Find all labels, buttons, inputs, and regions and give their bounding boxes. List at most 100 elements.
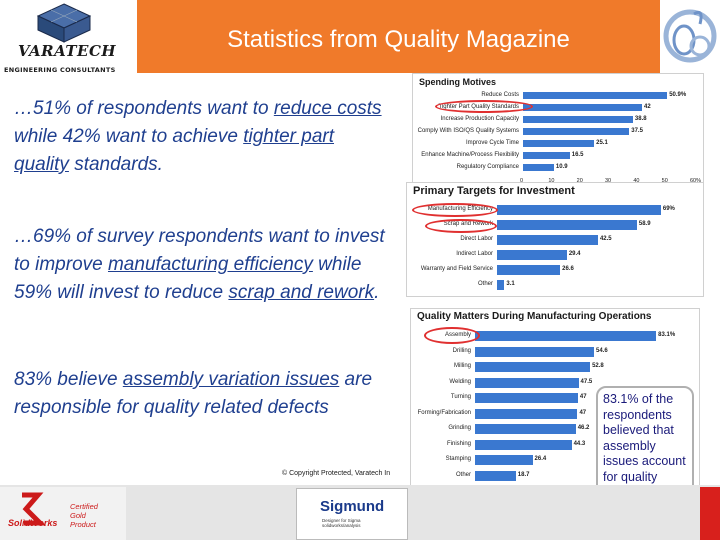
category-label: Drilling (452, 347, 471, 354)
category-label: Increase Production Capacity (440, 115, 519, 122)
highlight-ellipse (412, 203, 498, 217)
data-bar (475, 408, 578, 419)
highlight-ellipse (435, 100, 533, 113)
data-bar (497, 280, 505, 290)
category-label: Forming/Fabrication (417, 409, 471, 416)
chart-investment-targets: Primary Targets for Investment Manufactur… (406, 182, 704, 297)
value-label: 50.9% (669, 91, 687, 98)
axis-tick-label: 0 (520, 178, 524, 184)
value-label: 25.1 (596, 139, 608, 146)
solidworks-certification: Certified Gold Product (70, 502, 98, 529)
data-bar (475, 346, 595, 357)
axis-tick-label: 20 (576, 178, 583, 184)
category-label: Improve Cycle Time (465, 139, 519, 146)
chart-title: Spending Motives (419, 77, 497, 87)
category-label: Milling (453, 363, 471, 369)
data-bar (523, 92, 668, 99)
solidworks-badge (0, 487, 126, 540)
value-label: 26.4 (534, 456, 547, 462)
highlight-ellipse (425, 219, 497, 233)
chart-title: Quality Matters During Manufacturing Ope… (417, 311, 652, 322)
category-label: Stamping (445, 456, 471, 462)
value-label: 54.6 (596, 347, 608, 354)
value-label: 44.3 (573, 440, 586, 447)
red-accent (700, 487, 720, 540)
value-label: 46.2 (577, 425, 590, 431)
cert-line: Product (70, 520, 96, 529)
text-segment: are responsible for quality related defe… (14, 369, 373, 418)
category-label: Finishing (446, 440, 471, 447)
data-bar (497, 265, 561, 275)
underlined-text: tighter part quality (14, 126, 335, 175)
value-label: 42 (644, 103, 651, 110)
data-bar (497, 220, 637, 230)
value-label: 26.6 (562, 266, 574, 272)
axis-tick-label: 10 (548, 178, 555, 184)
category-label: Other (455, 471, 471, 478)
text-segment: 83% believe (14, 369, 123, 390)
data-bar (475, 331, 657, 341)
data-bar (475, 424, 576, 434)
category-label: Enhance Machine/Process Flexibility (421, 151, 519, 158)
data-bar (523, 104, 642, 111)
paragraph-cost-quality: …51% of respondents want to reduce costs… (14, 95, 394, 179)
highlight-ellipse (424, 327, 480, 344)
category-label: Comply With ISO/QS Quality Systems (417, 127, 519, 134)
chart-title: Primary Targets for Investment (413, 185, 575, 197)
value-label: 52.8 (592, 363, 604, 369)
cert-line: Certified (70, 502, 98, 511)
data-bar (523, 116, 633, 123)
data-bar (497, 250, 567, 260)
paragraph-assembly: 83% believe assembly variation issues ar… (14, 366, 384, 422)
axis-tick-label: 30 (605, 178, 612, 184)
slide-header: VARATECH ENGINEERING CONSULTANTS Statist… (0, 0, 720, 78)
data-bar (497, 235, 598, 245)
logo-company-name: VARATECH (18, 42, 117, 60)
six-sigma-icon (663, 9, 717, 63)
data-bar (497, 205, 661, 215)
axis-tick-label: 40 (633, 178, 640, 184)
varatech-logo: VARATECH ENGINEERING CONSULTANTS (0, 0, 137, 78)
cert-line: Gold (70, 511, 86, 520)
category-label: Reduce Costs (481, 91, 519, 98)
value-label: 42.5 (599, 236, 612, 242)
underlined-text: scrap and rework (228, 282, 375, 303)
value-label: 18.7 (517, 471, 530, 478)
value-label: 47 (579, 409, 587, 416)
paragraph-investment: …69% of survey respondents want to inves… (14, 223, 399, 307)
logo-tagline: ENGINEERING CONSULTANTS (4, 66, 116, 74)
underlined-text: assembly variation issues (122, 369, 340, 390)
data-bar (475, 393, 578, 403)
sigmund-tagline: Designer for Sigma solidworks/analysis (322, 518, 361, 528)
text-segment: while 59% will invest to reduce (14, 254, 362, 303)
text-segment: …69% of survey respondents want to inves… (14, 226, 385, 275)
value-label: 3.1 (506, 281, 515, 287)
six-sigma-logo (660, 0, 720, 75)
text-segment: standards. (68, 154, 163, 175)
axis-tick-label: 50 (661, 178, 668, 184)
data-bar (475, 362, 591, 372)
data-bar (475, 377, 579, 388)
value-label: 47 (579, 394, 587, 400)
data-bar (523, 140, 595, 147)
text-segment: …51% of respondents want to (14, 98, 274, 119)
category-label: Indirect Labor (456, 251, 493, 257)
value-label: 38.8 (634, 115, 647, 122)
chart-spending-motives: Spending Motives Reduce Costs 50.9% Tighter… (412, 73, 704, 185)
underlined-text: manufacturing efficiency (107, 254, 313, 275)
category-label: Welding (449, 378, 471, 385)
category-label: Turning (450, 394, 471, 400)
sigmund-name: Sigmund (320, 498, 385, 515)
value-label: 16.5 (571, 151, 584, 158)
data-bar (475, 455, 533, 465)
category-label: Warranty and Field Service (420, 266, 493, 272)
category-label: Grinding (448, 425, 471, 431)
category-label: Other (477, 281, 493, 287)
text-segment: . (374, 282, 380, 303)
slide-title: Statistics from Quality Magazine (227, 26, 570, 53)
category-label: Regulatory Compliance (456, 163, 519, 170)
value-label: 58.9 (638, 221, 651, 227)
data-bar (475, 470, 516, 481)
tag-line: Designer for Sigma (322, 518, 361, 523)
underlined-text: reduce costs (273, 98, 382, 119)
